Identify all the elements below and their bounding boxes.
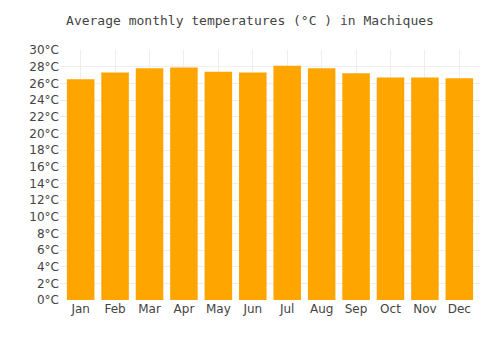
svg-text:10°C: 10°C — [29, 210, 59, 224]
svg-text:Jul: Jul — [279, 302, 294, 316]
svg-text:28°C: 28°C — [29, 60, 59, 74]
svg-text:Jan: Jan — [70, 302, 90, 316]
svg-text:4°C: 4°C — [37, 260, 59, 274]
svg-text:Nov: Nov — [413, 302, 436, 316]
svg-text:Mar: Mar — [138, 302, 161, 316]
svg-text:Average monthly temperatures (: Average monthly temperatures (°C ) in Ma… — [66, 13, 434, 28]
svg-text:30°C: 30°C — [29, 43, 59, 57]
svg-text:24°C: 24°C — [29, 93, 59, 107]
svg-text:20°C: 20°C — [29, 127, 59, 141]
svg-text:12°C: 12°C — [29, 193, 59, 207]
svg-text:16°C: 16°C — [29, 160, 59, 174]
svg-text:0°C: 0°C — [37, 293, 59, 307]
svg-text:26°C: 26°C — [29, 77, 59, 91]
svg-text:Oct: Oct — [380, 302, 401, 316]
svg-text:8°C: 8°C — [37, 227, 59, 241]
svg-text:22°C: 22°C — [29, 110, 59, 124]
svg-text:May: May — [206, 302, 231, 316]
svg-text:18°C: 18°C — [29, 143, 59, 157]
svg-text:Apr: Apr — [174, 302, 195, 316]
svg-text:6°C: 6°C — [37, 243, 59, 257]
svg-text:Feb: Feb — [104, 302, 125, 316]
svg-text:Jun: Jun — [242, 302, 262, 316]
svg-text:Sep: Sep — [345, 302, 368, 316]
svg-text:Dec: Dec — [448, 302, 471, 316]
svg-text:2°C: 2°C — [37, 277, 59, 291]
svg-text:Aug: Aug — [310, 302, 333, 316]
svg-text:14°C: 14°C — [29, 177, 59, 191]
